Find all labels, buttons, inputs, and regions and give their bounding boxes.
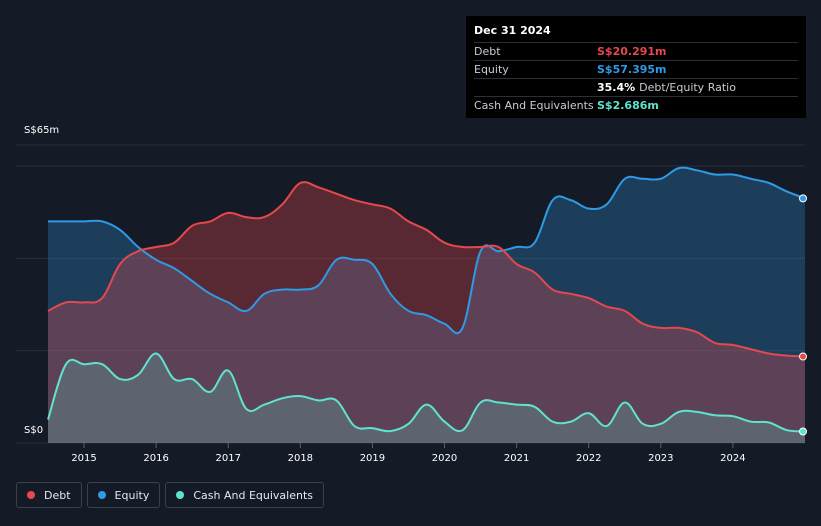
legend-label: Cash And Equivalents	[193, 488, 313, 502]
tooltip-label	[474, 79, 597, 96]
legend-dot-icon	[176, 491, 185, 499]
x-tick-label: 2016	[143, 453, 168, 464]
tooltip-row-debt: Debt S$20.291m	[474, 42, 798, 60]
legend-label: Debt	[44, 488, 71, 502]
x-tick-label: 2023	[648, 453, 673, 464]
y-axis-bottom-label: S$0	[24, 425, 44, 436]
x-tick-label: 2018	[288, 453, 313, 464]
x-tick-label: 2019	[360, 453, 385, 464]
debt-area	[48, 182, 805, 443]
tooltip-value-equity: S$57.395m	[597, 63, 667, 76]
series-lines	[47, 166, 806, 433]
tooltip-label: Debt	[474, 45, 501, 58]
x-tick-label: 2017	[216, 453, 241, 464]
x-tick-label: 2021	[504, 453, 529, 464]
cash-and-equivalents-end-marker	[799, 427, 807, 436]
cash-and-equivalents-line	[47, 352, 806, 433]
legend-label: Equity	[114, 488, 150, 502]
equity-line	[47, 166, 806, 335]
tooltip-row-cash: Cash And Equivalents S$2.686m	[474, 96, 798, 114]
chart-legend: Debt Equity Cash And Equivalents	[16, 482, 324, 508]
debt-end-marker	[799, 352, 807, 361]
gridlines	[16, 144, 805, 444]
debt-line	[47, 181, 806, 358]
y-axis-top-label: S$65m	[24, 125, 60, 136]
legend-item-debt[interactable]: Debt	[16, 482, 82, 508]
x-tick-label: 2024	[720, 453, 745, 464]
x-tick-label: 2022	[576, 453, 601, 464]
x-axis-ticks: 2015 2016 2017 2018 2019 2020 2021 2022 2023 2024	[71, 443, 746, 464]
legend-item-cash[interactable]: Cash And Equivalents	[165, 482, 324, 508]
legend-item-equity[interactable]: Equity	[86, 482, 161, 508]
x-tick-label: 2015	[71, 453, 96, 464]
tooltip-label: Cash And Equivalents	[474, 99, 594, 112]
legend-dot-icon	[97, 491, 106, 499]
equity-area	[48, 167, 805, 443]
tooltip-value-ratio: 35.4%	[597, 81, 636, 94]
series-end-markers	[799, 194, 807, 436]
tooltip-value-cash: S$2.686m	[597, 99, 659, 112]
legend-dot-icon	[27, 491, 35, 499]
tooltip-date: Dec 31 2024	[474, 24, 551, 37]
series-areas	[48, 167, 805, 443]
tooltip-ratio-label: Debt/Equity Ratio	[639, 81, 736, 94]
tooltip-row-equity: Equity S$57.395m	[474, 60, 798, 78]
x-tick-label: 2020	[432, 453, 457, 464]
cash-and-equivalents-area	[48, 353, 805, 443]
tooltip-value-debt: S$20.291m	[597, 45, 667, 58]
tooltip-label: Equity	[474, 63, 509, 76]
tooltip-row-ratio: 35.4% Debt/Equity Ratio	[474, 78, 798, 96]
tooltip-panel: Dec 31 2024 Debt S$20.291m Equity S$57.3…	[466, 16, 806, 118]
equity-end-marker	[799, 194, 807, 203]
